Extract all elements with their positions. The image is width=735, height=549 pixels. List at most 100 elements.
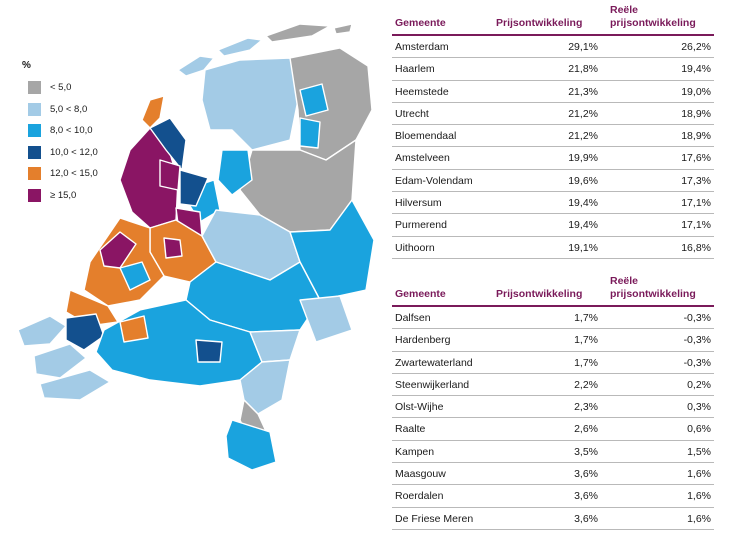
cell-prijsontwikkeling: 19,4% xyxy=(568,219,598,232)
map-legend: % < 5,0 5,0 < 8,0 8,0 < 10,0 10,0 < 12,0 12,… xyxy=(22,60,98,206)
cell-reele-prijsontwikkeling: 16,8% xyxy=(681,241,711,254)
cell-reele-prijsontwikkeling: 26,2% xyxy=(681,41,711,53)
legend-label: 5,0 < 8,0 xyxy=(50,103,88,115)
table-row: Roerdalen 3,6% 1,6% xyxy=(392,485,714,508)
region-wadden-1 xyxy=(177,55,215,77)
cell-reele-prijsontwikkeling: 17,3% xyxy=(681,174,711,187)
cell-prijsontwikkeling: 19,9% xyxy=(568,152,598,165)
cell-prijsontwikkeling: 21,8% xyxy=(568,63,598,76)
legend-swatch xyxy=(28,167,41,181)
table-row: Amsterdam 29,1% 26,2% xyxy=(392,36,714,59)
cell-prijsontwikkeling: 21,2% xyxy=(568,107,598,120)
legend-label: ≥ 15,0 xyxy=(50,189,77,201)
region-zeeland-2 xyxy=(33,343,87,379)
table-header: Gemeente Prijsontwikkeling Reële prijson… xyxy=(392,271,714,307)
table-row: Haarlem 21,8% 19,4% xyxy=(392,58,714,81)
table-row: Raalte 2,6% 0,6% xyxy=(392,418,714,441)
cell-reele-prijsontwikkeling: 17,1% xyxy=(681,197,711,210)
region-drenthe-city xyxy=(299,117,321,149)
cell-gemeente: Amstelveen xyxy=(395,152,450,165)
header-reele-prijsontwikkeling: Reële prijsontwikkeling xyxy=(610,4,714,30)
region-zeeland-3 xyxy=(65,313,105,351)
table-header: Gemeente Prijsontwikkeling Reële prijson… xyxy=(392,0,714,36)
region-wadden-4 xyxy=(333,23,353,35)
table-lowest-price-growth: Gemeente Prijsontwikkeling Reële prijson… xyxy=(392,271,714,530)
cell-reele-prijsontwikkeling: 18,9% xyxy=(681,107,711,120)
cell-gemeente: Hardenberg xyxy=(395,334,451,347)
region-breda xyxy=(119,315,149,343)
legend-swatch xyxy=(28,81,41,95)
region-achterhoek xyxy=(299,295,353,343)
legend-item: < 5,0 xyxy=(28,77,98,99)
cell-reele-prijsontwikkeling: 19,4% xyxy=(681,63,711,76)
region-utrecht-city xyxy=(163,237,183,259)
cell-gemeente: De Friese Meren xyxy=(395,512,474,525)
table-row: Hardenberg 1,7% -0,3% xyxy=(392,329,714,352)
cell-prijsontwikkeling: 19,4% xyxy=(568,197,598,210)
region-wadden-3 xyxy=(265,23,331,43)
header-reele-line2: prijsontwikkeling xyxy=(610,288,696,300)
cell-gemeente: Bloemendaal xyxy=(395,130,457,143)
region-purmerend xyxy=(159,159,181,191)
table-row: Maasgouw 3,6% 1,6% xyxy=(392,463,714,486)
legend-label: 10,0 < 12,0 xyxy=(50,146,98,158)
table-row: Hilversum 19,4% 17,1% xyxy=(392,192,714,215)
cell-gemeente: Edam-Volendam xyxy=(395,174,473,187)
legend-item: 5,0 < 8,0 xyxy=(28,99,98,121)
table-row: Edam-Volendam 19,6% 17,3% xyxy=(392,169,714,193)
cell-reele-prijsontwikkeling: -0,3% xyxy=(683,312,711,324)
table-row: Dalfsen 1,7% -0,3% xyxy=(392,307,714,330)
cell-reele-prijsontwikkeling: 1,5% xyxy=(687,445,711,458)
legend-item: 10,0 < 12,0 xyxy=(28,142,98,164)
table-row: Purmerend 19,4% 17,1% xyxy=(392,214,714,237)
table-highest-price-growth: Gemeente Prijsontwikkeling Reële prijson… xyxy=(392,0,714,259)
cell-gemeente: Maasgouw xyxy=(395,468,446,481)
table-row: Amstelveen 19,9% 17,6% xyxy=(392,147,714,170)
table-row: Bloemendaal 21,2% 18,9% xyxy=(392,125,714,148)
header-prijsontwikkeling: Prijsontwikkeling xyxy=(496,17,583,29)
cell-gemeente: Uithoorn xyxy=(395,241,435,254)
table-row: Utrecht 21,2% 18,9% xyxy=(392,102,714,126)
legend-swatch xyxy=(28,102,41,116)
header-prijsontwikkeling: Prijsontwikkeling xyxy=(496,288,583,300)
cell-reele-prijsontwikkeling: 17,1% xyxy=(681,219,711,232)
cell-prijsontwikkeling: 3,6% xyxy=(574,468,598,481)
legend-item: 12,0 < 15,0 xyxy=(28,163,98,185)
cell-reele-prijsontwikkeling: 0,2% xyxy=(687,378,711,391)
cell-gemeente: Utrecht xyxy=(395,107,429,120)
cell-reele-prijsontwikkeling: 0,6% xyxy=(687,423,711,436)
cell-reele-prijsontwikkeling: 0,3% xyxy=(687,401,711,414)
region-rotterdam xyxy=(119,261,151,291)
cell-gemeente: Zwartewaterland xyxy=(395,356,473,369)
cell-prijsontwikkeling: 19,6% xyxy=(568,174,598,187)
cell-reele-prijsontwikkeling: 19,0% xyxy=(681,85,711,98)
header-reele-line2: prijsontwikkeling xyxy=(610,17,696,29)
legend-label: < 5,0 xyxy=(50,82,72,94)
cell-prijsontwikkeling: 2,2% xyxy=(574,378,598,391)
cell-prijsontwikkeling: 29,1% xyxy=(568,41,598,53)
header-gemeente: Gemeente xyxy=(395,17,446,29)
cell-prijsontwikkeling: 3,6% xyxy=(574,512,598,525)
cell-reele-prijsontwikkeling: 18,9% xyxy=(681,130,711,143)
table-row: De Friese Meren 3,6% 1,6% xyxy=(392,507,714,530)
cell-reele-prijsontwikkeling: 1,6% xyxy=(687,468,711,481)
region-groningen-city xyxy=(299,83,329,117)
legend-item: 8,0 < 10,0 xyxy=(28,120,98,142)
header-reele-prijsontwikkeling: Reële prijsontwikkeling xyxy=(610,275,714,301)
cell-prijsontwikkeling: 3,6% xyxy=(574,490,598,503)
table-row: Steenwijkerland 2,2% 0,2% xyxy=(392,373,714,397)
region-limburg-south xyxy=(225,419,277,471)
cell-gemeente: Dalfsen xyxy=(395,312,431,324)
cell-gemeente: Purmerend xyxy=(395,219,447,232)
legend-swatch xyxy=(28,124,41,138)
region-ijsselmeer-edge xyxy=(179,169,209,207)
legend-title: % xyxy=(22,60,31,71)
netherlands-choropleth-map xyxy=(17,23,375,471)
cell-prijsontwikkeling: 21,2% xyxy=(568,130,598,143)
cell-gemeente: Roerdalen xyxy=(395,490,444,503)
cell-reele-prijsontwikkeling: 1,6% xyxy=(687,512,711,525)
cell-reele-prijsontwikkeling: -0,3% xyxy=(683,334,711,347)
region-eindhoven xyxy=(195,339,223,363)
cell-reele-prijsontwikkeling: -0,3% xyxy=(683,356,711,369)
cell-gemeente: Hilversum xyxy=(395,197,442,210)
